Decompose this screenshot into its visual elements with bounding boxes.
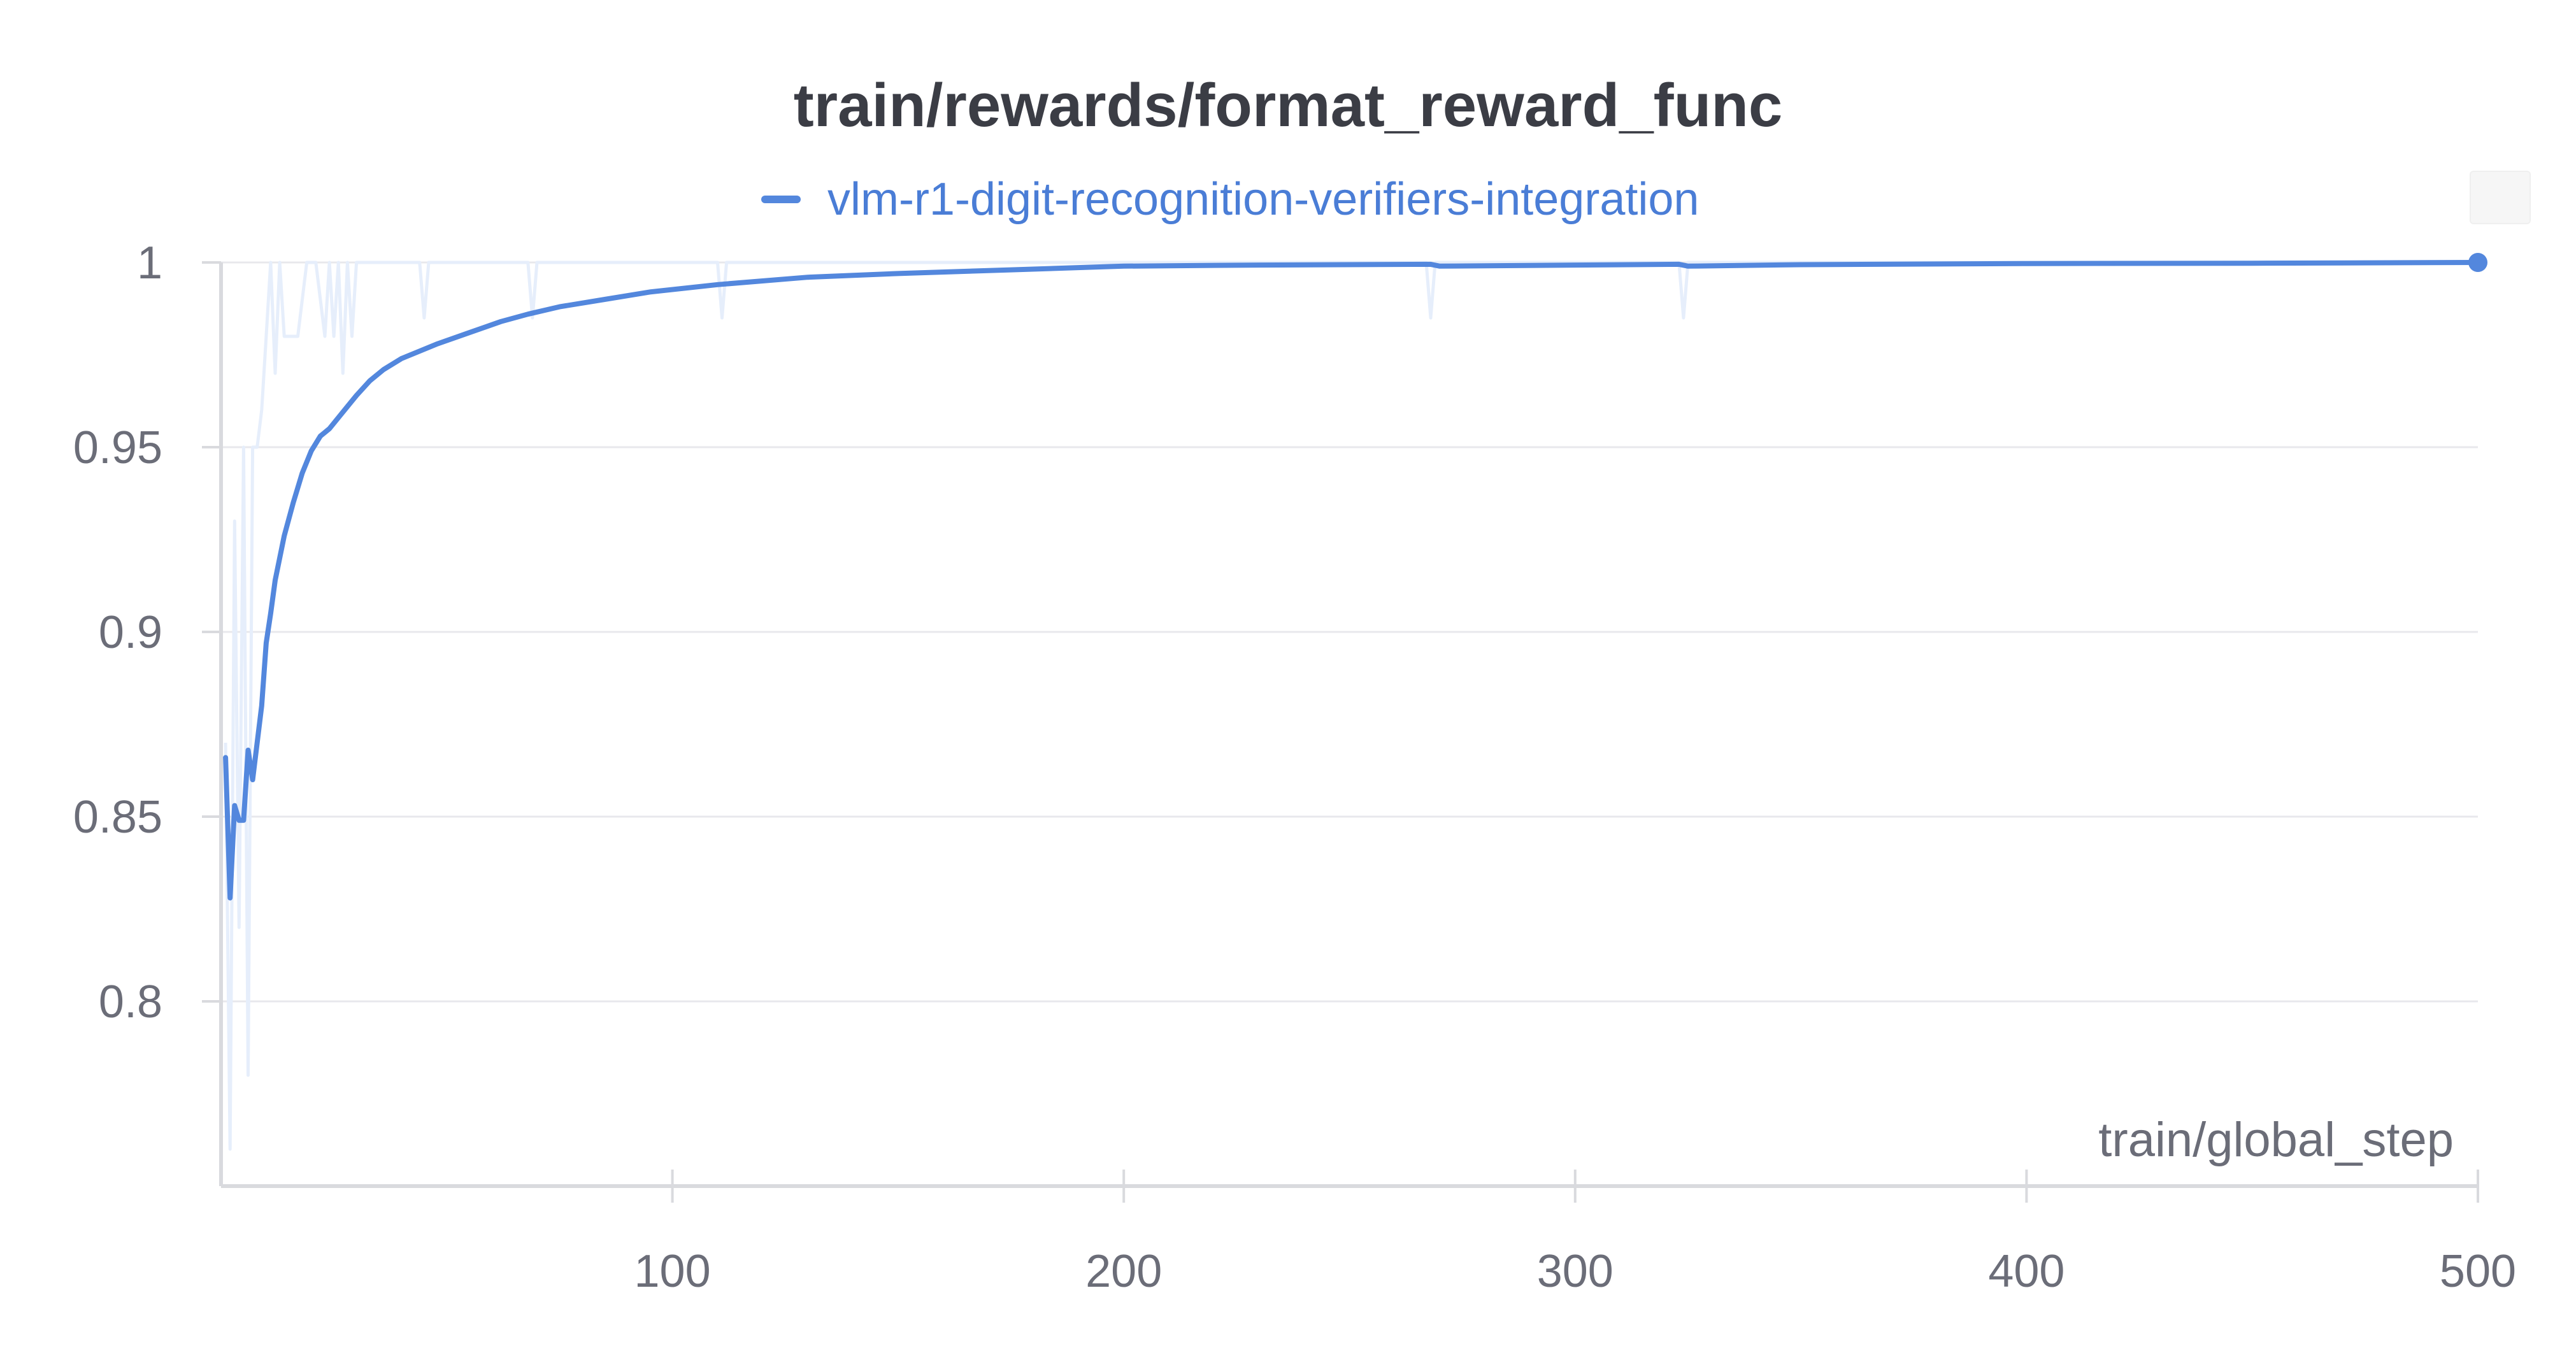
x-tick-label: 400 bbox=[1988, 1246, 2064, 1297]
x-tick-label: 500 bbox=[2440, 1246, 2516, 1297]
legend[interactable]: vlm-r1-digit-recognition-verifiers-integ… bbox=[761, 171, 1699, 228]
series-line[interactable] bbox=[223, 260, 2480, 901]
chart-title: train/rewards/format_reward_func bbox=[793, 71, 1783, 140]
x-tick-label: 100 bbox=[634, 1246, 711, 1297]
x-axis-title: train/global_step bbox=[2098, 1113, 2454, 1167]
panel-menu-button[interactable] bbox=[2470, 171, 2531, 224]
legend-label: vlm-r1-digit-recognition-verifiers-integ… bbox=[827, 174, 1699, 225]
x-tick-label: 200 bbox=[1085, 1246, 1162, 1297]
grid-lines bbox=[221, 261, 2478, 1003]
raw-series-line bbox=[224, 261, 2478, 1151]
smoothed-series bbox=[223, 253, 2487, 901]
y-tick-label: 0.95 bbox=[73, 422, 162, 473]
x-tick-label: 300 bbox=[1537, 1246, 1614, 1297]
raw-series bbox=[224, 261, 2478, 1151]
axes bbox=[202, 261, 2479, 1203]
tick-labels: 1 0.95 0.9 0.85 0.8 100 200 300 400 500 bbox=[73, 238, 2516, 1297]
y-tick-label: 0.85 bbox=[73, 792, 162, 843]
y-tick-label: 0.8 bbox=[99, 977, 162, 1027]
legend-swatch bbox=[761, 196, 801, 203]
y-tick-label: 0.9 bbox=[99, 607, 162, 658]
series-endpoint[interactable] bbox=[2468, 253, 2487, 272]
y-tick-label: 1 bbox=[137, 238, 162, 289]
